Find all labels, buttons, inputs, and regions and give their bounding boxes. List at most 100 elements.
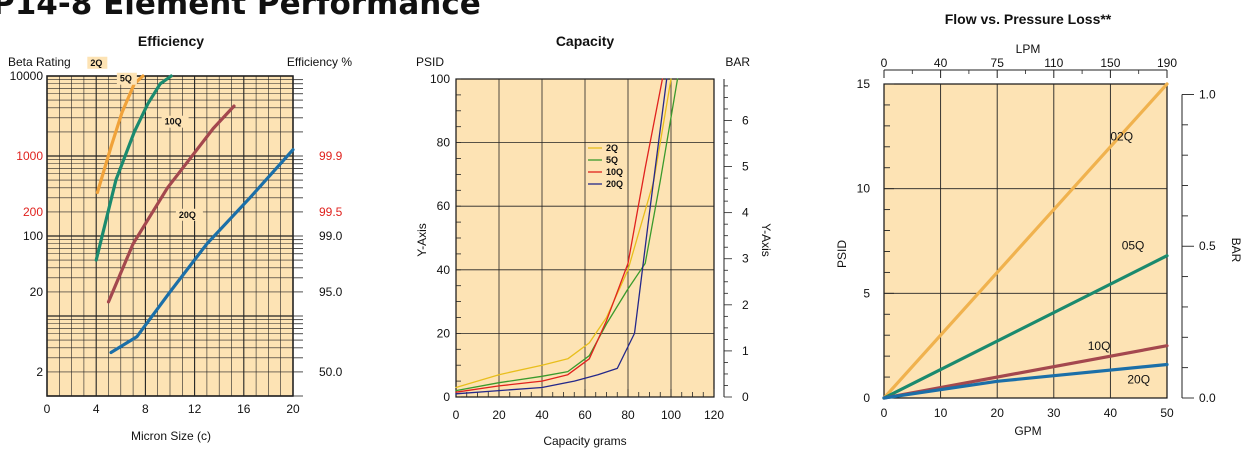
- series-line-10q: [106, 104, 236, 304]
- series-line-20q: [455, 78, 668, 395]
- series-label: 2Q: [90, 58, 102, 68]
- right-tick-label: 0.5: [1199, 239, 1216, 253]
- x-tick-label: 80: [621, 408, 635, 422]
- right-tick-label: 50.0: [319, 365, 343, 379]
- right-tick-label: 0.0: [1199, 391, 1216, 405]
- legend-label: 5Q: [606, 155, 618, 165]
- series-label: 5Q: [120, 74, 132, 84]
- series-label: 20Q: [1127, 372, 1150, 386]
- series-label: 20Q: [179, 210, 196, 220]
- series-line-5q: [94, 74, 173, 262]
- series-line-02q: [882, 82, 1169, 400]
- series-line-2q: [455, 78, 672, 389]
- right-tick-label: 0: [742, 390, 749, 404]
- y-tick-label: 20: [30, 285, 44, 299]
- right-tick-label: 4: [742, 206, 749, 220]
- y-tick-label: 40: [437, 263, 451, 277]
- grid: [46, 76, 303, 397]
- x-tick-label: 0: [44, 402, 51, 416]
- top-tick-label: 40: [934, 56, 948, 70]
- series-label-bg: [161, 115, 189, 128]
- series-line-20q: [109, 148, 295, 355]
- series-label-bg: [87, 56, 108, 69]
- series-lines: [94, 74, 295, 355]
- x-tick-label: 20: [492, 408, 506, 422]
- x-tick-label: 30: [1047, 406, 1061, 420]
- series-labels: 2Q 5Q 10Q 20Q: [87, 56, 203, 221]
- top-tick-label: 110: [1044, 56, 1063, 70]
- y-tick-label: 80: [437, 136, 451, 150]
- series-labels: 02Q 05Q 10Q 20Q: [1088, 130, 1150, 387]
- x-tick-label: 40: [1104, 406, 1118, 420]
- top-tick-label: 150: [1100, 56, 1120, 70]
- left-axis-label: Y-Axis: [415, 223, 429, 257]
- capacity-chart: Capacity PSID BAR Y-Axis Y-Axis Capacity…: [415, 33, 773, 448]
- top-axis-label: LPM: [1016, 42, 1041, 56]
- x-axis-label: GPM: [1014, 424, 1041, 438]
- x-tick-label: 120: [704, 408, 724, 422]
- right-tick-label: 3: [742, 252, 749, 266]
- right-tick-label: 2: [742, 298, 749, 312]
- x-tick-label: 12: [188, 402, 202, 416]
- y-tick-label: 5: [863, 286, 870, 300]
- legend: 2Q 5Q 10Q 20Q: [588, 143, 623, 189]
- y-tick-label: 0: [443, 390, 450, 404]
- series-line-20q: [882, 362, 1169, 400]
- page-title: P14-8 Element Performance: [0, 0, 481, 22]
- series-line-05q: [882, 254, 1169, 400]
- series-label: 05Q: [1122, 238, 1145, 252]
- y-tick-label: 60: [437, 199, 451, 213]
- top-tick-label: 0: [881, 56, 888, 70]
- x-tick-label: 60: [578, 408, 592, 422]
- right-tick-label: 1.0: [1199, 87, 1216, 101]
- y-tick-label: 10: [857, 182, 871, 196]
- series-label-bg: [175, 208, 203, 221]
- x-tick-label: 0: [881, 406, 888, 420]
- series-label: 02Q: [1110, 130, 1133, 144]
- axis-ticks: 0 4 8 12 16 20 10000 1000 200 100 20 2 99.9 99.5 99.0 9…: [10, 69, 343, 416]
- y-tick-label: 100: [23, 229, 43, 243]
- flow-chart: Flow vs. Pressure Loss** LPM PSID BAR GP…: [835, 11, 1243, 438]
- top-tick-label: 75: [991, 56, 1005, 70]
- chart-title: Flow vs. Pressure Loss**: [945, 11, 1112, 27]
- axis-ticks: 0 20 40 60 80 100 120 0 20 40 60 80 100 0 1 2 3 4 5 6: [430, 72, 749, 422]
- left-axis-label: Beta Rating: [8, 55, 71, 69]
- series-line-10q: [882, 344, 1169, 400]
- series-label: 10Q: [1088, 339, 1111, 353]
- right-axis-label: Efficiency %: [287, 55, 352, 69]
- right-unit-label: BAR: [725, 55, 750, 69]
- right-tick-label: 99.5: [319, 205, 343, 219]
- grid: [456, 79, 714, 397]
- x-tick-label: 0: [453, 408, 460, 422]
- x-tick-label: 16: [237, 402, 251, 416]
- x-axis-label: Micron Size (c): [131, 429, 211, 443]
- y-tick-label: 0: [863, 391, 870, 405]
- x-tick-label: 10: [934, 406, 948, 420]
- right-tick-label: 1: [742, 344, 749, 358]
- legend-label: 10Q: [606, 167, 623, 177]
- axis-ticks: 0 40 75 110 150 190 0.0 0.5 1.0 0 10 20 30 40 50 0 5 10 15: [857, 56, 1216, 420]
- x-tick-label: 20: [991, 406, 1005, 420]
- x-tick-label: 100: [661, 408, 681, 422]
- legend-label: 20Q: [606, 179, 623, 189]
- x-tick-label: 4: [93, 402, 100, 416]
- series-lines: [882, 82, 1169, 400]
- left-axis-label: PSID: [835, 240, 849, 268]
- y-tick-label: 1000: [16, 149, 43, 163]
- x-tick-label: 20: [286, 402, 300, 416]
- grid: [884, 84, 1167, 398]
- right-tick-label: 95.0: [319, 285, 343, 299]
- y-tick-label: 10000: [10, 69, 44, 83]
- y-tick-label: 200: [23, 205, 43, 219]
- y-tick-label: 20: [437, 326, 451, 340]
- left-unit-label: PSID: [416, 55, 444, 69]
- x-tick-label: 8: [142, 402, 149, 416]
- right-axis-label: BAR: [1229, 238, 1243, 263]
- x-tick-label: 50: [1160, 406, 1174, 420]
- right-tick-label: 6: [742, 113, 749, 127]
- legend-label: 2Q: [606, 143, 618, 153]
- efficiency-chart: Efficiency Beta Rating Efficiency % Micr…: [8, 33, 352, 443]
- right-tick-label: 99.9: [319, 149, 343, 163]
- top-tick-label: 190: [1157, 56, 1177, 70]
- x-tick-label: 40: [535, 408, 549, 422]
